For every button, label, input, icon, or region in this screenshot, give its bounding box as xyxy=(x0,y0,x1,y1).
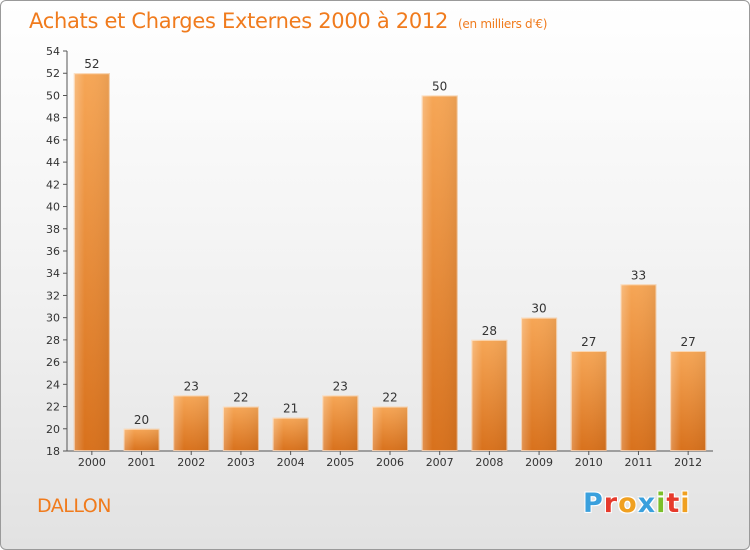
y-tick-label: 24 xyxy=(46,378,60,391)
y-tick-label: 54 xyxy=(46,45,60,58)
bar-shade xyxy=(471,339,508,451)
bar-value-label: 22 xyxy=(233,391,248,405)
x-tick-label: 2012 xyxy=(674,456,702,469)
y-tick-label: 38 xyxy=(46,223,60,236)
bar-highlight xyxy=(670,351,707,451)
chart-title: Achats et Charges Externes 2000 à 2012 (e… xyxy=(29,9,547,33)
bar-value-label: 33 xyxy=(631,268,646,282)
logo-letter: o xyxy=(618,488,638,519)
logo-letter: P xyxy=(583,488,604,519)
y-tick-label: 30 xyxy=(46,312,60,325)
x-tick-label: 2000 xyxy=(78,456,106,469)
y-tick-label: 18 xyxy=(46,445,60,458)
bar-shade xyxy=(421,95,458,451)
bar-value-label: 20 xyxy=(134,413,149,427)
y-tick-label: 46 xyxy=(46,134,60,147)
x-tick-label: 2011 xyxy=(624,456,652,469)
bar-highlight xyxy=(570,351,607,451)
bar-shade xyxy=(322,395,359,451)
logo-letter: x xyxy=(637,488,657,519)
x-tick-label: 2010 xyxy=(575,456,603,469)
bar-highlight xyxy=(620,284,657,452)
bar-highlight xyxy=(73,73,110,451)
x-tick-label: 2003 xyxy=(227,456,255,469)
y-tick-label: 20 xyxy=(46,423,60,436)
bar-shade xyxy=(372,406,408,451)
y-tick-label: 42 xyxy=(46,178,60,191)
bar-shade xyxy=(620,284,657,451)
chart-axes: 18 20 22 24 26 28 30 32 34 36 38 40 42 44 46 48 50 52 54 20… xyxy=(46,45,713,469)
bar-highlight xyxy=(222,406,259,451)
proxiti-logo[interactable]: Proxiti xyxy=(583,488,691,519)
bar-shade xyxy=(173,395,210,451)
bar-value-label: 23 xyxy=(184,379,199,393)
y-tick-label: 44 xyxy=(46,156,60,169)
chart-subtitle: (en milliers d'€) xyxy=(458,17,548,31)
bar-highlight xyxy=(521,317,558,451)
x-tick-label: 2009 xyxy=(525,456,553,469)
bar-value-label: 52 xyxy=(84,57,99,71)
x-tick-label: 2004 xyxy=(277,456,305,469)
x-tick-label: 2006 xyxy=(376,456,404,469)
bar-value-label: 21 xyxy=(283,402,298,416)
y-tick-label: 52 xyxy=(46,67,60,80)
bar-highlight xyxy=(421,95,458,451)
chart-bars: 52 20 23 22 21 23 22 50 28 30 27 33 27 xyxy=(73,57,707,452)
chart-title-text: Achats et Charges Externes 2000 à 2012 xyxy=(29,9,449,33)
bar-shade xyxy=(272,417,309,451)
x-tick-label: 2005 xyxy=(326,456,354,469)
bar-value-label: 27 xyxy=(581,335,596,349)
x-tick-label: 2002 xyxy=(177,456,205,469)
y-tick-label: 40 xyxy=(46,201,60,214)
logo-letter: i xyxy=(656,488,667,519)
bar-value-label: 22 xyxy=(382,391,397,405)
bar-highlight xyxy=(322,395,359,452)
bar-shade xyxy=(670,351,707,451)
y-tick-label: 36 xyxy=(46,245,60,258)
bar-shade xyxy=(123,428,160,451)
x-tick-label: 2007 xyxy=(426,456,454,469)
logo-letter: t xyxy=(666,488,681,519)
bar-value-label: 30 xyxy=(531,302,546,316)
y-tick-label: 26 xyxy=(46,356,60,369)
y-tick-label: 34 xyxy=(46,267,60,280)
bar-value-label: 27 xyxy=(681,335,696,349)
bar-shade xyxy=(73,73,110,451)
bar-highlight xyxy=(372,406,408,451)
y-tick-label: 28 xyxy=(46,334,60,347)
y-tick-label: 48 xyxy=(46,112,60,125)
bar-value-label: 23 xyxy=(333,379,348,393)
x-tick-label: 2001 xyxy=(128,456,156,469)
bar-highlight xyxy=(471,339,508,451)
logo-letter: r xyxy=(603,488,619,519)
y-tick-label: 50 xyxy=(46,89,60,102)
y-tick-label: 22 xyxy=(46,401,60,414)
logo-letter: i xyxy=(680,488,691,519)
bar-shade xyxy=(521,317,558,451)
x-tick-label: 2008 xyxy=(475,456,503,469)
commune-name: DALLON xyxy=(37,495,111,517)
bar-shade xyxy=(570,351,607,451)
bar-highlight xyxy=(123,428,160,451)
bar-highlight xyxy=(272,417,309,451)
bar-value-label: 28 xyxy=(482,324,497,338)
bar-highlight xyxy=(173,395,210,452)
y-tick-label: 32 xyxy=(46,289,60,302)
bar-value-label: 50 xyxy=(432,79,447,93)
bar-shade xyxy=(222,406,259,451)
